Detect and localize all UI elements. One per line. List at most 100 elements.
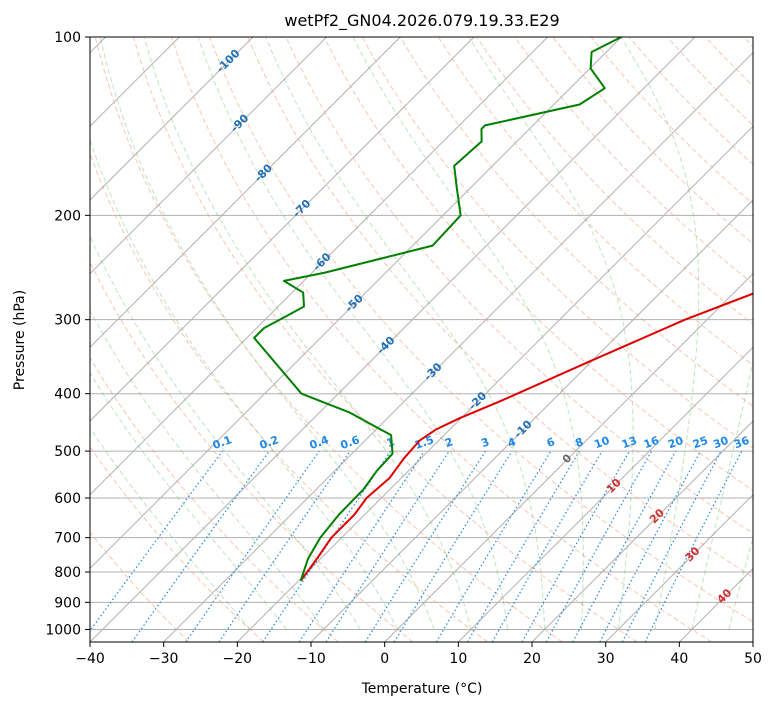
mixing-ratio-label: 0.6 <box>339 433 362 452</box>
dry-adiabat <box>90 446 264 642</box>
y-tick-label: 100 <box>54 30 81 46</box>
mixing-ratio-label: 1.5 <box>413 433 436 452</box>
mixing-ratio-line <box>298 450 425 642</box>
dry-adiabat <box>399 37 753 407</box>
mixing-ratio-line <box>218 450 351 642</box>
mixing-ratio-label: 0.1 <box>211 433 234 452</box>
isotherm-gridline <box>531 420 753 642</box>
isotherm-gridline <box>236 125 753 642</box>
moist-adiabat <box>265 37 546 630</box>
moist-adiabat <box>691 358 753 630</box>
y-tick-label: 800 <box>54 565 81 581</box>
plot-background <box>90 37 753 642</box>
dry-adiabat <box>438 37 753 366</box>
mixing-ratio-line <box>393 450 513 642</box>
background-lines <box>90 37 753 642</box>
y-axis-ticks: 100 200 300 400 500 600 700 800 900 1000 <box>45 30 90 638</box>
x-tick-label: 10 <box>449 651 467 667</box>
isotherm-gridline <box>90 37 696 642</box>
moist-adiabat <box>90 138 398 630</box>
x-axis-ticks: −40 −30 −20 −10 0 10 20 30 40 50 <box>75 642 762 667</box>
isotherm-gridline <box>457 346 753 642</box>
dry-adiabat <box>90 260 414 642</box>
isotherm-gridline <box>90 37 328 275</box>
y-tick-label: 300 <box>54 313 81 329</box>
mixing-ratio-line <box>545 450 653 642</box>
dry-adiabat <box>323 37 753 491</box>
isotherm-gridline <box>90 37 622 570</box>
mixing-ratio-label: 20 <box>666 434 685 452</box>
isotherm-gridline <box>90 37 475 422</box>
mixing-ratio-label: 2 <box>443 435 455 450</box>
moist-adiabat <box>143 37 472 630</box>
moist-adiabat <box>99 37 435 630</box>
dry-adiabat <box>514 37 753 285</box>
moist-adiabat <box>352 37 584 630</box>
dry-adiabat <box>90 531 190 642</box>
moist-adiabat <box>90 371 288 630</box>
mixing-ratio-label: 36 <box>732 434 751 452</box>
y-tick-label: 200 <box>54 208 81 224</box>
moist-adiabat <box>620 37 700 630</box>
dry-adiabat <box>90 152 488 642</box>
isotherm-gridline <box>90 37 549 496</box>
profile-lines <box>253 37 753 582</box>
mixing-ratio-label: 0.4 <box>308 433 331 452</box>
x-tick-label: 30 <box>597 651 615 667</box>
mixing-ratio-label: 0.2 <box>258 433 281 452</box>
dry-adiabat <box>285 37 753 535</box>
profile-series-line <box>253 37 622 582</box>
mixing-ratio-label: 25 <box>691 434 710 451</box>
y-tick-label: 700 <box>54 531 81 547</box>
dry-adiabat <box>361 37 753 449</box>
y-tick-label: 600 <box>54 491 81 507</box>
moist-adiabat <box>90 234 361 630</box>
mixing-ratio-line <box>262 450 392 642</box>
mixing-ratio-label: 4 <box>506 435 518 450</box>
mixing-ratio-line <box>644 450 743 642</box>
mixing-ratio-label: 10 <box>593 434 612 452</box>
mixing-ratio-label: 6 <box>545 435 557 450</box>
dry-adiabat <box>247 37 753 578</box>
x-tick-label: −40 <box>75 651 105 667</box>
moist-adiabat <box>90 309 324 630</box>
mixing-ratio-line <box>131 450 270 642</box>
y-tick-label: 400 <box>54 387 81 403</box>
isotherm-gridline <box>90 37 401 349</box>
dry-adiabat <box>209 37 753 623</box>
isotherm-gridline <box>384 272 753 642</box>
chart-title: wetPf2_GN04.2026.079.19.33.E29 <box>284 11 559 31</box>
dry-adiabat <box>132 37 638 642</box>
x-tick-label: 0 <box>380 651 389 667</box>
x-tick-label: 20 <box>523 651 541 667</box>
x-tick-label: 40 <box>670 651 688 667</box>
x-axis-label: Temperature (°C) <box>361 681 483 697</box>
isotherm-gridline <box>752 641 753 642</box>
mixing-ratio-label: 3 <box>479 435 491 450</box>
x-tick-label: −10 <box>296 651 326 667</box>
moist-adiabat <box>728 536 753 630</box>
plot-frame <box>89 36 754 643</box>
x-tick-label: 50 <box>744 651 762 667</box>
mixing-ratio-line <box>521 450 631 642</box>
mixing-ratio-line <box>185 450 320 642</box>
mixing-ratio-label: 1 <box>385 435 397 450</box>
isotherm-gridline <box>605 493 753 642</box>
mixing-ratio-line <box>90 450 223 632</box>
y-tick-label: 500 <box>54 444 81 460</box>
dry-adiabat <box>90 356 339 642</box>
mixing-ratio-label: 8 <box>573 435 585 450</box>
moist-adiabat <box>90 427 251 630</box>
dry-adiabat <box>94 37 563 642</box>
y-axis-label: Pressure (hPa) <box>12 290 28 390</box>
mixing-ratio-line <box>325 450 450 642</box>
dry-adiabat <box>171 37 713 642</box>
isotherm-gridline <box>163 51 753 642</box>
x-tick-label: −30 <box>149 651 179 667</box>
mixing-ratio-line <box>572 450 677 642</box>
mixing-ratio-label: 13 <box>620 434 639 451</box>
mixing-ratio-label: 30 <box>711 434 730 452</box>
x-tick-label: −20 <box>223 651 253 667</box>
y-tick-label: 900 <box>54 595 81 611</box>
isotherm-gridline <box>90 37 254 201</box>
